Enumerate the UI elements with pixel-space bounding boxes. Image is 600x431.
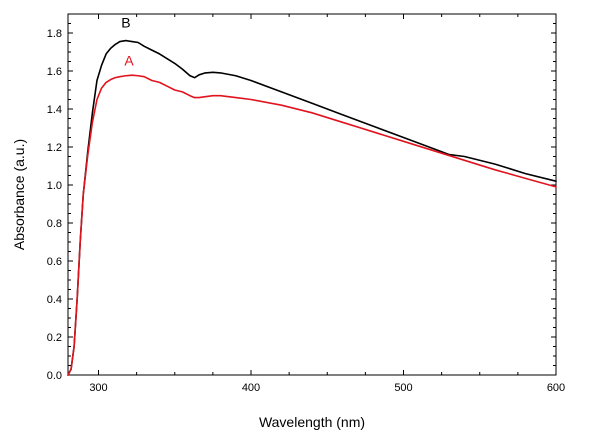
plot-frame-group xyxy=(67,13,557,376)
y-axis-title: Absorbance (a.u.) xyxy=(11,139,27,250)
x-tick-label: 400 xyxy=(242,382,260,394)
x-tick-label: 300 xyxy=(89,382,107,394)
series-line-b xyxy=(67,39,557,376)
plot-frame xyxy=(67,13,557,376)
y-tick-label: 0.8 xyxy=(47,218,62,230)
y-tick-label: 1.8 xyxy=(47,28,62,40)
y-tick-label: 0.2 xyxy=(47,332,62,344)
axis-ticks-group: 300 400 500 600 0.0 0.2 0.4 0.6 0.8 1.0 1.2 1.4 1.6 1… xyxy=(47,14,565,394)
x-tick-label: 500 xyxy=(394,382,412,394)
series-annotation-b: B xyxy=(121,14,130,30)
series-annotation-a: A xyxy=(124,52,134,68)
y-tick-label: 1.4 xyxy=(47,104,62,116)
x-axis-title: Wavelength (nm) xyxy=(259,414,365,430)
y-tick-label: 0.4 xyxy=(47,294,62,306)
series-group xyxy=(67,39,557,376)
x-tick-label: 600 xyxy=(547,382,565,394)
y-tick-label: 1.2 xyxy=(47,142,62,154)
labels-group: BA xyxy=(121,14,134,68)
y-tick-label: 1.0 xyxy=(47,180,62,192)
y-tick-label: 1.6 xyxy=(47,66,62,78)
y-tick-label: 0.6 xyxy=(47,256,62,268)
series-line-a xyxy=(67,74,557,376)
y-tick-label: 0.0 xyxy=(47,370,62,382)
